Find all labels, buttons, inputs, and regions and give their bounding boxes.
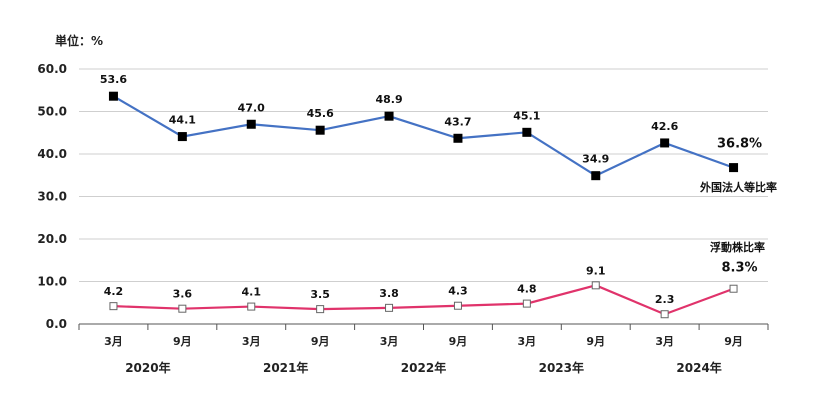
data-label: 42.6	[651, 120, 678, 133]
data-label: 9.1	[586, 264, 606, 277]
y-tick-label: 40.0	[37, 147, 67, 161]
data-point	[522, 299, 531, 308]
y-tick-label: 30.0	[37, 190, 67, 204]
y-tick-label: 60.0	[37, 62, 67, 76]
data-point	[453, 301, 462, 310]
x-tick-label: 3月	[380, 335, 399, 348]
data-label: 4.3	[448, 285, 468, 298]
data-point	[316, 305, 325, 314]
data-label: 4.8	[517, 283, 537, 296]
data-label: 45.1	[513, 109, 540, 122]
data-point	[108, 91, 118, 101]
year-label: 2021年	[263, 360, 308, 375]
x-tick-label: 3月	[518, 335, 537, 348]
data-label: 48.9	[375, 93, 402, 106]
x-tick-label: 3月	[242, 335, 261, 348]
data-point	[453, 133, 463, 143]
data-label: 4.2	[104, 285, 124, 298]
data-label: 43.7	[444, 115, 471, 128]
year-label: 2020年	[125, 360, 170, 375]
data-point	[384, 111, 394, 121]
x-tick-label: 9月	[586, 335, 605, 348]
data-point	[729, 284, 738, 293]
data-point	[660, 138, 670, 148]
series-line	[113, 284, 734, 316]
data-point	[522, 127, 532, 137]
data-label: 47.0	[238, 101, 265, 114]
y-tick-label: 20.0	[37, 232, 67, 246]
y-tick-label: 0.0	[46, 317, 67, 331]
y-tick-label: 50.0	[37, 105, 67, 119]
data-label: 3.5	[310, 288, 330, 301]
x-tick-label: 3月	[104, 335, 123, 348]
data-label: 36.8%	[717, 137, 762, 152]
series-name-label: 浮動株比率	[710, 240, 765, 254]
data-point	[660, 310, 669, 319]
x-tick-label: 9月	[724, 335, 743, 348]
data-point	[591, 281, 600, 290]
data-label: 45.6	[307, 107, 334, 120]
series-name-label: 外国法人等比率	[699, 180, 777, 194]
y-tick-label: 10.0	[37, 275, 67, 289]
data-point	[591, 171, 601, 181]
unit-label: 単位：%	[55, 34, 104, 48]
data-label: 8.3%	[722, 261, 758, 276]
data-label: 53.6	[100, 73, 127, 86]
data-point	[178, 304, 187, 313]
data-label: 3.6	[173, 288, 193, 301]
data-point	[109, 302, 118, 311]
year-label: 2024年	[676, 360, 721, 375]
data-label: 2.3	[655, 293, 675, 306]
data-point	[315, 125, 325, 135]
year-label: 2023年	[539, 360, 584, 375]
data-point	[177, 132, 187, 142]
data-label: 4.1	[242, 286, 262, 299]
x-tick-label: 9月	[449, 335, 468, 348]
data-label: 3.8	[379, 287, 399, 300]
x-tick-label: 3月	[655, 335, 674, 348]
series-line	[112, 95, 734, 177]
data-label: 44.1	[169, 114, 196, 127]
data-label: 34.9	[582, 153, 609, 166]
x-tick-label: 9月	[311, 335, 330, 348]
data-point	[729, 163, 739, 173]
data-point	[246, 119, 256, 129]
data-point	[385, 303, 394, 312]
year-label: 2022年	[401, 360, 446, 375]
x-tick-label: 9月	[173, 335, 192, 348]
data-point	[247, 302, 256, 311]
